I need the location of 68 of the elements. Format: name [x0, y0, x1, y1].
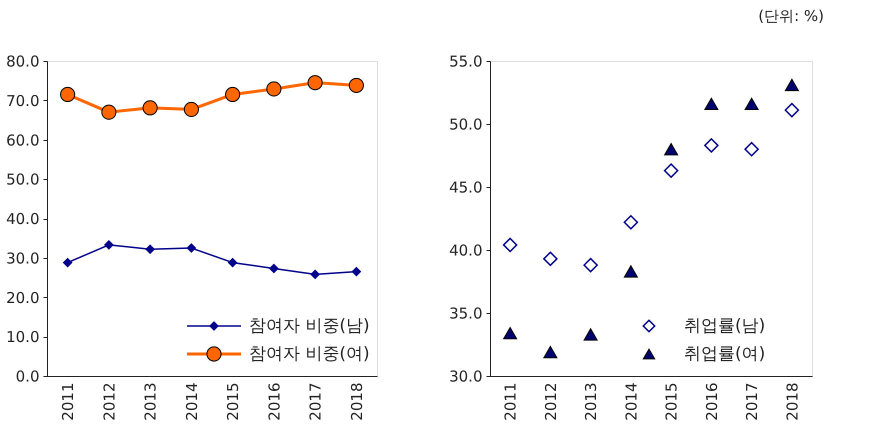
y-tick-label: 35.0	[449, 304, 482, 322]
point	[584, 328, 598, 341]
point	[60, 86, 76, 102]
point	[348, 78, 364, 93]
point	[543, 346, 558, 358]
x-tick-label: 2016	[702, 382, 721, 421]
point	[225, 86, 240, 102]
x-tick-label: 2011	[59, 382, 78, 421]
point	[704, 138, 719, 153]
legend-label: 취업률(여)	[684, 344, 766, 364]
point	[142, 100, 158, 116]
point	[502, 238, 518, 252]
x-tick-label: 2015	[224, 382, 242, 421]
x-tick-label: 2013	[582, 382, 600, 421]
point	[744, 142, 759, 156]
x-tick-label: 2017	[306, 382, 325, 421]
y-tick-label: 50.0	[6, 170, 40, 189]
y-tick-label: 55.0	[449, 52, 482, 70]
point	[744, 98, 759, 110]
y-tick-label: 40.0	[449, 242, 482, 260]
point	[784, 102, 800, 118]
point	[664, 143, 678, 156]
x-tick-label: 2016	[265, 382, 284, 421]
x-tick-label: 2018	[348, 382, 366, 421]
y-tick-label: 30.0	[449, 368, 482, 386]
point	[624, 265, 638, 278]
y-tick-label: 20.0	[6, 288, 40, 307]
point	[704, 98, 718, 110]
point	[104, 240, 114, 250]
point	[145, 244, 155, 254]
x-tick-label: 2014	[622, 382, 640, 421]
point	[62, 258, 72, 268]
point	[784, 78, 799, 92]
point	[352, 266, 362, 276]
y-tick-label: 70.0	[6, 92, 40, 110]
y-tick-label: 0.0	[16, 368, 40, 386]
x-tick-label: 2017	[743, 382, 762, 421]
x-tick-label: 2013	[142, 382, 160, 421]
point	[310, 270, 320, 280]
point	[664, 163, 678, 178]
y-tick-label: 30.0	[6, 249, 40, 268]
x-tick-label: 2012	[100, 382, 118, 421]
legend-label: 참여자 비중(남)	[249, 316, 370, 336]
x-tick-label: 2014	[182, 382, 201, 421]
x-tick-label: 2015	[662, 382, 681, 421]
y-tick-label: 60.0	[6, 131, 40, 150]
legend-label: 참여자 비중(여)	[249, 344, 370, 364]
point	[543, 252, 558, 266]
point	[624, 215, 638, 230]
y-tick-label: 45.0	[449, 178, 482, 196]
point	[583, 258, 598, 272]
point	[228, 258, 238, 268]
x-tick-label: 2011	[502, 382, 520, 421]
y-tick-label: 80.0	[6, 52, 40, 70]
x-tick-label: 2018	[783, 382, 802, 421]
y-tick-label: 40.0	[6, 210, 40, 228]
point	[503, 327, 518, 340]
y-tick-label: 10.0	[6, 328, 40, 346]
x-tick-label: 2012	[542, 382, 560, 421]
point	[184, 102, 199, 117]
point	[308, 75, 323, 90]
point	[186, 243, 196, 253]
point	[269, 264, 279, 274]
point	[266, 81, 282, 97]
point	[101, 104, 116, 120]
y-tick-label: 50.0	[449, 116, 482, 134]
legend-label: 취업률(남)	[684, 316, 766, 336]
text: (단위: %)	[758, 7, 824, 25]
